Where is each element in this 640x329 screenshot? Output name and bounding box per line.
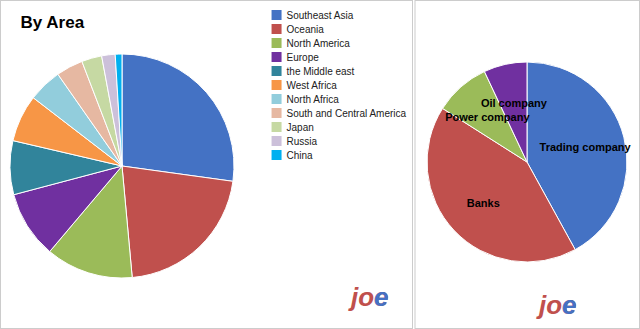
slice-label: Trading company [540, 141, 632, 153]
legend-swatch [272, 66, 282, 76]
pie-slice [102, 54, 122, 166]
panel-border [415, 1, 640, 329]
legend-swatch [272, 122, 282, 132]
slice-label: Banks [467, 197, 500, 209]
legend-label: China [287, 150, 314, 161]
legend-swatch [272, 108, 282, 118]
legend-label: Japan [287, 122, 314, 133]
legend-label: the Middle east [287, 66, 355, 77]
pie-slice [115, 54, 122, 166]
legend-swatch [272, 80, 282, 90]
chart-canvas: By Area Southeast Asia Oceania North Americ… [0, 0, 640, 329]
legend-swatch [272, 24, 282, 34]
legend-label: West Africa [287, 80, 338, 91]
pie-slice [122, 166, 233, 278]
slices [427, 62, 627, 262]
pie-chart: By Area Southeast Asia Oceania North Americ… [1, 1, 413, 329]
panel-border [1, 1, 413, 329]
legend-label: South and Central America [287, 108, 407, 119]
pie-slice [122, 54, 234, 181]
logo-text: e [562, 290, 576, 320]
legend-label: Southeast Asia [287, 10, 354, 21]
slices [10, 54, 234, 278]
chart-title: By Area [21, 13, 85, 32]
slice-label: Oil company [481, 97, 548, 109]
logo-text: e [374, 282, 388, 312]
legend: Southeast Asia Oceania North America Europe… [272, 10, 407, 161]
legend-label: Oceania [287, 24, 325, 35]
legend-label: Russia [287, 136, 318, 147]
logo-text: joe [348, 282, 389, 312]
legend-swatch [272, 10, 282, 20]
legend-label: North America [287, 38, 351, 49]
logo-text: joe [536, 290, 577, 320]
legend-label: Europe [287, 52, 320, 63]
legend-label: North Africa [287, 94, 340, 105]
legend-swatch [272, 52, 282, 62]
slice-label: Power company [445, 111, 530, 123]
legend-swatch [272, 38, 282, 48]
legend-swatch [272, 150, 282, 160]
legend-swatch [272, 136, 282, 146]
legend-swatch [272, 94, 282, 104]
pie-chart: Trading company Banks Power company Oil com… [415, 1, 640, 329]
